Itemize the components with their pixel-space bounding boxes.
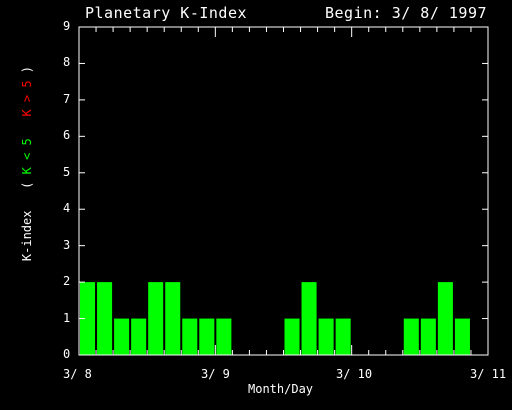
k-bar	[437, 282, 453, 355]
plot-frame	[78, 26, 489, 356]
k-bar	[403, 318, 419, 355]
k-bar	[80, 282, 96, 355]
k-bar	[420, 318, 436, 355]
y-tick-label: 6	[63, 128, 71, 143]
x-tick-label: 3/ 8	[63, 367, 92, 381]
k-bar	[165, 282, 181, 355]
k-bar	[182, 318, 198, 355]
x-tick-label: 3/ 9	[201, 367, 230, 381]
chart-title: Planetary K-Index	[85, 4, 248, 22]
y-tick-label: 2	[63, 274, 71, 289]
k-bar	[335, 318, 351, 355]
y-tick-label: 4	[63, 201, 71, 216]
y-tick-label: 5	[63, 164, 71, 179]
k-bar	[199, 318, 215, 355]
k-bar	[114, 318, 130, 355]
k-bar	[148, 282, 164, 355]
x-tick-label: 3/ 11	[470, 367, 507, 381]
k-bar	[131, 318, 147, 355]
k-bar	[318, 318, 334, 355]
chart-subtitle: Begin: 3/ 8/ 1997	[325, 4, 488, 22]
k-bar	[216, 318, 232, 355]
k-bar	[97, 282, 113, 355]
y-tick-label: 1	[63, 310, 71, 325]
k-bar	[284, 318, 300, 355]
y-tick-label: 8	[63, 55, 71, 70]
x-axis-label: Month/Day	[248, 382, 314, 396]
y-tick-label: 7	[63, 91, 71, 106]
y-tick-label: 3	[63, 237, 71, 252]
y-tick-label: 0	[63, 347, 71, 361]
y-tick-label: 9	[63, 19, 71, 33]
x-tick-label: 3/ 10	[336, 367, 373, 381]
k-bar	[301, 282, 317, 355]
k-bar	[454, 318, 470, 355]
